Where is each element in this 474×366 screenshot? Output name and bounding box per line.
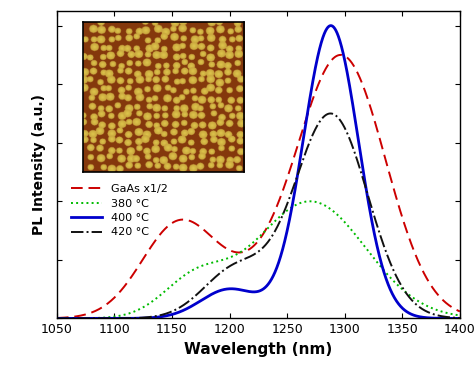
Legend: GaAs x1/2, 380 °C, 400 °C, 420 °C: GaAs x1/2, 380 °C, 400 °C, 420 °C: [66, 180, 172, 242]
X-axis label: Wavelength (nm): Wavelength (nm): [184, 342, 332, 357]
Y-axis label: PL Intensity (a.u.): PL Intensity (a.u.): [32, 94, 46, 235]
